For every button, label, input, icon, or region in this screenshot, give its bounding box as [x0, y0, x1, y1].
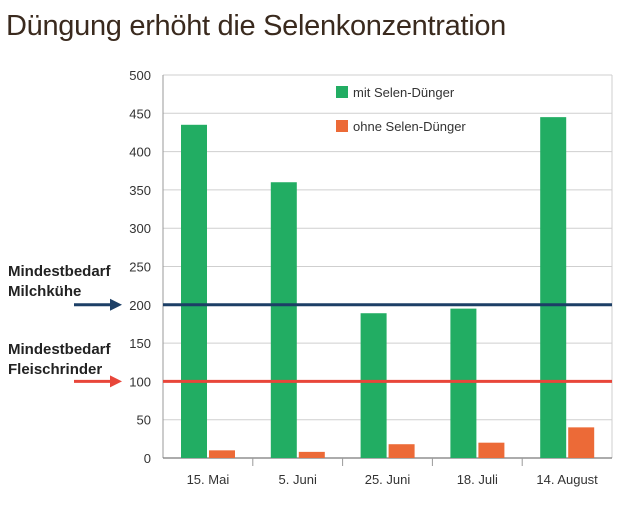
bar-mit — [450, 308, 477, 458]
x-category-label: 14. August — [536, 472, 598, 487]
chart-title: Düngung erhöht die Selenkonzentration — [6, 10, 506, 42]
bar-mit — [270, 182, 297, 459]
y-tick-label: 150 — [129, 336, 151, 351]
bar-ohne — [568, 427, 595, 458]
x-category-label: 25. Juni — [365, 472, 411, 487]
y-tick-label: 350 — [129, 183, 151, 198]
y-tick-label: 0 — [144, 451, 151, 466]
y-tick-label: 300 — [129, 221, 151, 236]
legend-label-mit: mit Selen-Dünger — [353, 85, 455, 100]
annotation-milchkuehe-line2: Milchkühe — [8, 283, 82, 300]
y-tick-label: 50 — [137, 413, 151, 428]
y-tick-label: 100 — [129, 374, 151, 389]
bar-mit — [540, 117, 567, 458]
bar-mit — [360, 313, 387, 458]
legend-label-ohne: ohne Selen-Dünger — [353, 119, 466, 134]
legend-swatch-ohne — [336, 120, 348, 132]
bar-ohne — [388, 444, 415, 458]
bar-mit — [181, 124, 207, 458]
bar-ohne — [209, 450, 235, 458]
annotation-milchkuehe: Mindestbedarf Milchkühe — [8, 262, 111, 302]
reference-arrow-head — [110, 375, 122, 388]
bar-ohne — [478, 442, 505, 458]
y-tick-label: 500 — [129, 68, 151, 83]
y-tick-label: 200 — [129, 298, 151, 313]
reference-arrow-head — [110, 298, 122, 311]
y-tick-label: 450 — [129, 106, 151, 121]
x-category-label: 18. Juli — [457, 472, 498, 487]
annotation-fleischrinder: Mindestbedarf Fleischrinder — [8, 340, 111, 380]
annotation-milchkuehe-line1: Mindestbedarf — [8, 263, 111, 280]
y-tick-label: 250 — [129, 260, 151, 275]
annotation-fleischrinder-line2: Fleischrinder — [8, 361, 103, 378]
bar-ohne — [298, 451, 325, 458]
x-category-label: 15. Mai — [187, 472, 230, 487]
x-category-label: 5. Juni — [279, 472, 317, 487]
annotation-fleischrinder-line1: Mindestbedarf — [8, 341, 111, 358]
y-tick-label: 400 — [129, 145, 151, 160]
legend-swatch-mit — [336, 86, 348, 98]
